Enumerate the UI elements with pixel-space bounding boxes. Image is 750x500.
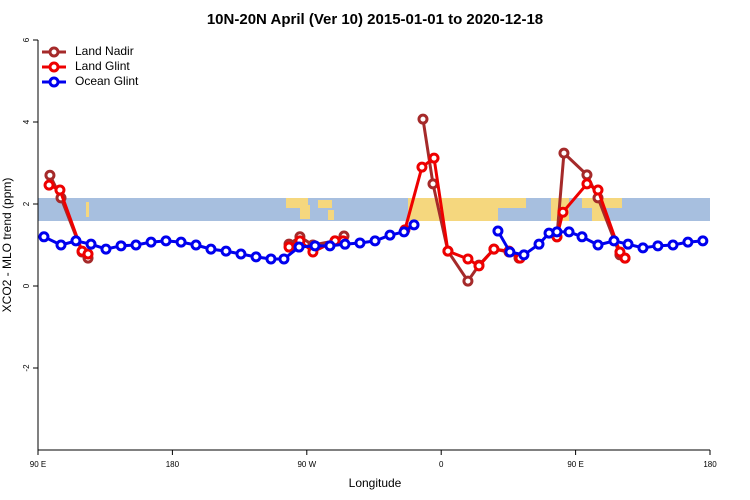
legend-label: Ocean Glint	[75, 74, 139, 88]
y-tick-label: -2	[22, 364, 31, 372]
point	[278, 253, 290, 265]
x-tick-label: 180	[166, 460, 180, 469]
point	[619, 252, 631, 264]
point	[85, 238, 97, 250]
point	[427, 178, 439, 190]
point	[384, 229, 396, 241]
point	[44, 169, 56, 181]
x-tick-label: 90 E	[567, 460, 583, 469]
point	[160, 235, 172, 247]
point	[369, 235, 381, 247]
point	[697, 235, 709, 247]
point	[576, 231, 588, 243]
point	[518, 249, 530, 261]
point	[145, 236, 157, 248]
point	[551, 226, 563, 238]
legend-label: Land Nadir	[75, 44, 134, 58]
x-tick-label: 90 E	[30, 460, 46, 469]
legend-label: Land Glint	[75, 59, 130, 73]
point	[309, 240, 321, 252]
point	[175, 236, 187, 248]
point	[581, 169, 593, 181]
x-axis-label: Longitude	[349, 476, 402, 490]
point	[265, 253, 277, 265]
point	[581, 178, 593, 190]
point	[54, 184, 66, 196]
point	[250, 251, 262, 263]
point	[622, 238, 634, 250]
y-tick-label: 0	[22, 283, 31, 288]
legend-marker	[48, 61, 60, 73]
point	[462, 253, 474, 265]
point	[220, 245, 232, 257]
point	[592, 239, 604, 251]
point	[488, 243, 500, 255]
x-tick-label: 180	[703, 460, 717, 469]
map-strip	[38, 198, 710, 221]
y-axis-label: XCO2 - MLO trend (ppm)	[0, 178, 14, 313]
point	[417, 113, 429, 125]
point	[398, 226, 410, 238]
point	[533, 238, 545, 250]
point	[557, 206, 569, 218]
y-tick-label: 2	[22, 201, 31, 206]
point	[82, 248, 94, 260]
point	[130, 239, 142, 251]
point	[563, 226, 575, 238]
point	[592, 184, 604, 196]
series-line	[555, 182, 627, 260]
point	[442, 245, 454, 257]
point	[339, 238, 351, 250]
point	[667, 239, 679, 251]
x-tick-label: 0	[439, 460, 444, 469]
point	[558, 147, 570, 159]
x-tick-label: 90 W	[297, 460, 316, 469]
point	[235, 248, 247, 260]
point	[473, 260, 485, 272]
point	[55, 239, 67, 251]
point	[324, 240, 336, 252]
chart-title: 10N-20N April (Ver 10) 2015-01-01 to 202…	[207, 11, 543, 28]
point	[43, 179, 55, 191]
point	[504, 246, 516, 258]
point	[652, 240, 664, 252]
point	[608, 235, 620, 247]
point	[190, 239, 202, 251]
point	[100, 243, 112, 255]
point	[492, 225, 504, 237]
point	[293, 241, 305, 253]
point	[70, 235, 82, 247]
y-tick-label: 4	[22, 119, 31, 124]
point	[38, 231, 50, 243]
point	[637, 242, 649, 254]
legend-marker	[48, 46, 60, 58]
point	[428, 152, 440, 164]
y-tick-label: 6	[22, 37, 31, 42]
legend-marker	[48, 76, 60, 88]
series-line	[496, 230, 703, 257]
point	[408, 219, 420, 231]
point	[205, 243, 217, 255]
point	[283, 241, 295, 253]
point	[462, 275, 474, 287]
point	[416, 161, 428, 173]
point	[354, 237, 366, 249]
point	[115, 240, 127, 252]
point	[682, 236, 694, 248]
